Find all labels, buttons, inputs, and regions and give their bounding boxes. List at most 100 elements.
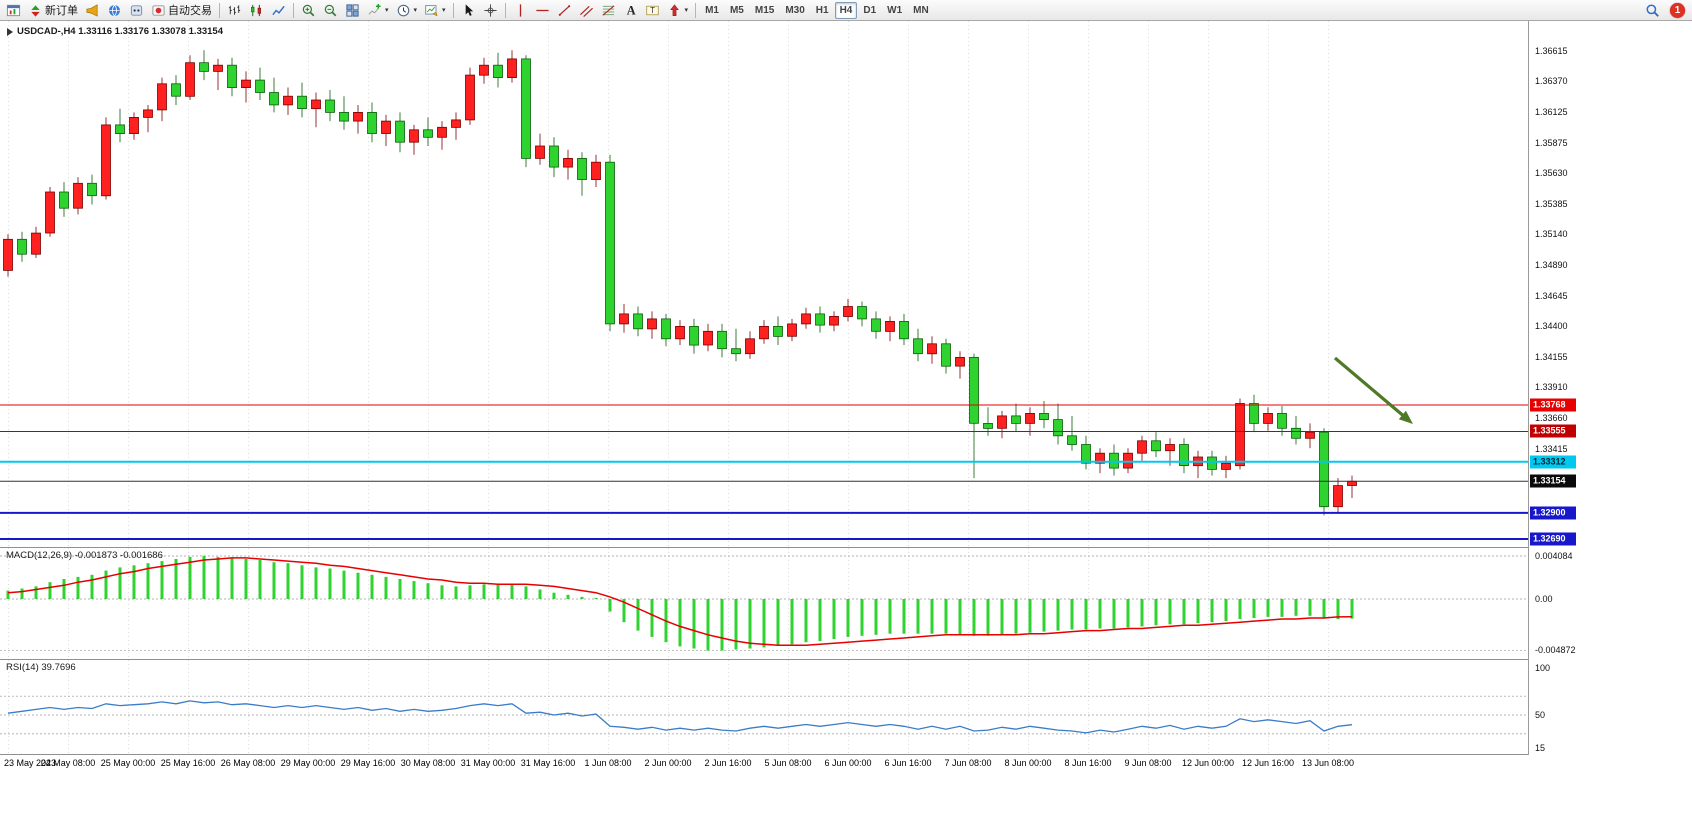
toolbar-separator	[504, 2, 506, 18]
market-icon	[129, 3, 144, 18]
rsi-line	[7, 700, 1353, 734]
candlestick-series	[3, 50, 1357, 516]
search-button[interactable]	[1642, 1, 1663, 19]
price-axis-tick: 1.35140	[1535, 229, 1568, 240]
new-order-button[interactable]: 新订单	[25, 1, 81, 19]
trend-arrow-annotation[interactable]	[1333, 356, 1413, 424]
macd-axis-tick: -0.004872	[1535, 645, 1576, 656]
notifications-badge[interactable]: 1	[1670, 2, 1685, 18]
time-axis-label: 6 Jun 16:00	[884, 758, 932, 768]
panel-separator[interactable]	[0, 659, 1692, 660]
candlestick-chart-button[interactable]	[246, 1, 267, 19]
chevron-down-icon[interactable]: ▾	[413, 7, 418, 14]
macd-gridlines	[8, 548, 1329, 659]
timeframe-button-d1[interactable]: D1	[863, 4, 877, 16]
zoom-out-button[interactable]	[320, 1, 341, 19]
label-tool-button[interactable]: T	[642, 1, 663, 19]
vertical-line-button[interactable]	[510, 1, 531, 19]
timeframe-button-m1[interactable]: M1	[705, 4, 719, 16]
arrows-tool-button[interactable]: ▾	[664, 1, 692, 19]
bar-chart-icon	[227, 3, 242, 18]
templates-button[interactable]: ▾	[421, 1, 449, 19]
macd-signal-line	[7, 557, 1353, 647]
auto-trading-button-label: 自动交易	[168, 5, 212, 17]
time-axis-label: 25 May 16:00	[160, 758, 216, 768]
price-tag-resistance-line-2: 1.33555	[1530, 424, 1576, 438]
price-chart-canvas[interactable]	[0, 21, 1528, 547]
indicators-icon	[367, 3, 382, 18]
macd-indicator-label: MACD(12,26,9) -0.001873 -0.001686	[6, 550, 163, 561]
toolbar-separator	[293, 2, 294, 18]
periods-button[interactable]: ▾	[393, 1, 421, 19]
rsi-axis-tick: 15	[1535, 742, 1546, 753]
time-axis-label: 2 Jun 16:00	[704, 758, 752, 768]
macd-axis-tick: 0.00	[1535, 594, 1553, 604]
time-axis[interactable]: 23 May 2023 24 May 08:00 25 May 00:00 25 Ma…	[0, 756, 1528, 772]
alerts-button[interactable]	[82, 1, 103, 19]
community-icon	[107, 3, 122, 18]
timeframe-button-m15[interactable]: M15	[754, 4, 775, 16]
chart-window-icon	[6, 3, 21, 18]
timeframe-button-mn[interactable]: MN	[913, 4, 929, 16]
indicators-button[interactable]: ▾	[364, 1, 392, 19]
timeframe-button-h4[interactable]: H4	[834, 1, 858, 19]
timeframe-button-m30[interactable]: M30	[785, 4, 805, 16]
time-axis-label: 5 Jun 08:00	[764, 758, 812, 768]
chevron-down-icon[interactable]: ▾	[385, 7, 389, 14]
rsi-panel-canvas[interactable]	[0, 660, 1528, 754]
price-tag-bid-price-line: 1.33154	[1530, 474, 1576, 488]
trendline-button[interactable]	[554, 1, 575, 19]
toolbar-separator	[695, 2, 697, 18]
text-tool-button[interactable]: A	[620, 1, 641, 19]
toolbar-separator	[452, 2, 454, 18]
price-tag-support-line-blue-1: 1.32900	[1530, 506, 1576, 520]
chart-window-icon[interactable]	[3, 1, 24, 19]
timeframe-button-h1[interactable]: H1	[815, 4, 829, 16]
time-axis-label: 29 May 16:00	[340, 758, 396, 768]
text-tool-icon: A	[623, 3, 638, 18]
fibonacci-button[interactable]	[598, 1, 619, 19]
line-chart-icon	[271, 3, 286, 18]
macd-panel-canvas[interactable]	[0, 548, 1528, 659]
market-button[interactable]	[126, 1, 147, 19]
auto-trading-button[interactable]: 自动交易	[148, 1, 215, 19]
time-axis-label: 23 May 2023	[4, 758, 57, 768]
time-axis-label: 6 Jun 00:00	[824, 758, 872, 768]
line-chart-button[interactable]	[268, 1, 289, 19]
price-axis-tick: 1.36615	[1535, 45, 1568, 56]
time-axis-label: 9 Jun 08:00	[1124, 758, 1172, 768]
price-axis-tick: 1.35385	[1535, 198, 1568, 209]
time-axis-label: 8 Jun 16:00	[1064, 758, 1112, 768]
price-axis-tick: 1.33910	[1535, 382, 1568, 393]
fibonacci-icon	[601, 3, 616, 18]
horizontal-line-button[interactable]	[532, 1, 553, 19]
autotrade-icon	[151, 3, 166, 18]
one-click-trading-toggle[interactable]	[7, 27, 13, 36]
panel-separator[interactable]	[0, 547, 1692, 548]
timeframe-button-m5[interactable]: M5	[729, 4, 744, 16]
time-axis-label: 12 Jun 16:00	[1241, 758, 1295, 768]
chevron-down-icon[interactable]: ▾	[684, 7, 689, 14]
price-axis[interactable]: 1.36615 1.36370 1.36125 1.35875 1.35630 1.353…	[1528, 21, 1692, 755]
zoom-in-button[interactable]	[298, 1, 319, 19]
time-axis-label: 12 Jun 00:00	[1181, 758, 1235, 768]
timeframe-button-w1[interactable]: W1	[887, 4, 903, 16]
time-axis-label: 25 May 00:00	[100, 758, 156, 768]
tile-windows-button[interactable]	[342, 1, 363, 19]
time-axis-label: 7 Jun 08:00	[944, 758, 992, 768]
cursor-button[interactable]	[458, 1, 479, 19]
price-axis-tick: 1.33415	[1535, 443, 1568, 454]
svg-text:T: T	[650, 6, 655, 15]
bar-chart-button[interactable]	[224, 1, 245, 19]
chevron-down-icon[interactable]: ▾	[442, 7, 446, 14]
community-button[interactable]	[104, 1, 125, 19]
channel-button[interactable]	[576, 1, 597, 19]
rsi-axis-tick: 50	[1535, 710, 1546, 721]
price-tag-support-line-blue-2: 1.32690	[1530, 532, 1576, 546]
price-axis-tick: 1.36370	[1535, 76, 1568, 87]
crosshair-button[interactable]	[480, 1, 501, 19]
vertical-line-icon	[513, 3, 528, 18]
new-order-button-label: 新订单	[45, 5, 78, 17]
time-axis-label: 8 Jun 00:00	[1004, 758, 1052, 768]
